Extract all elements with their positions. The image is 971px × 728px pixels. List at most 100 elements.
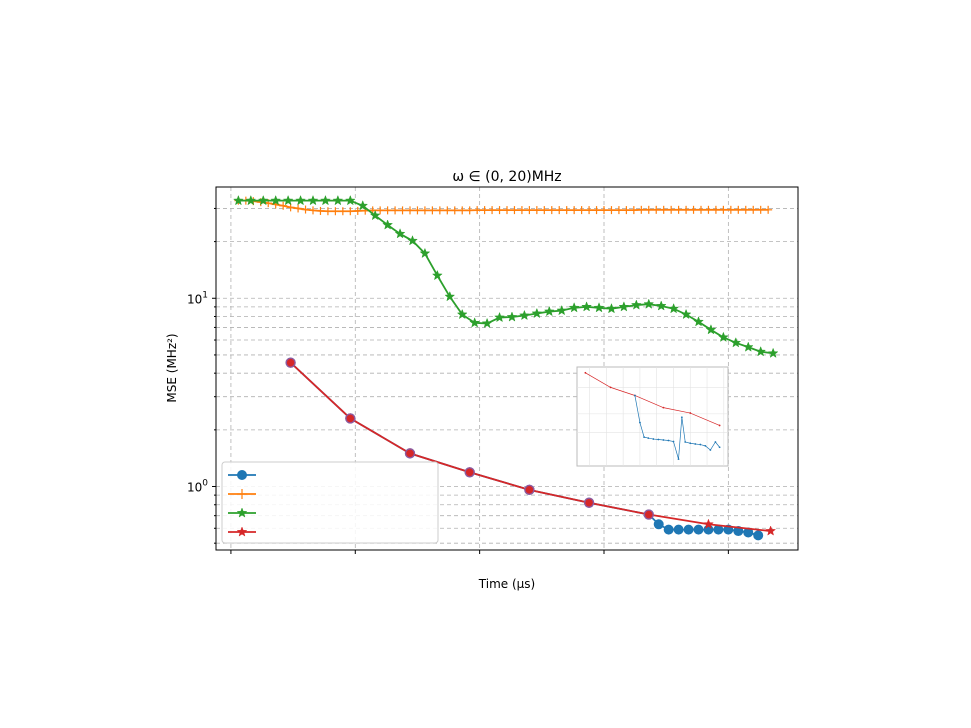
data-point bbox=[236, 507, 248, 518]
data-point bbox=[568, 302, 580, 313]
inset-data-point bbox=[699, 443, 702, 446]
data-point bbox=[618, 301, 630, 312]
data-point bbox=[668, 303, 680, 314]
plot-frame bbox=[215, 186, 799, 551]
data-point bbox=[456, 308, 468, 320]
overlap-point bbox=[464, 467, 475, 478]
inset-data-point bbox=[643, 436, 646, 439]
data-point bbox=[532, 206, 541, 215]
overlap-point bbox=[583, 497, 595, 508]
inset-data-point bbox=[680, 416, 683, 419]
data-point bbox=[711, 205, 720, 214]
data-point bbox=[435, 206, 444, 215]
overlap-points bbox=[285, 357, 654, 520]
data-point bbox=[592, 206, 601, 215]
data-point bbox=[295, 194, 306, 206]
data-point bbox=[749, 205, 758, 214]
data-point bbox=[286, 203, 295, 212]
x-axis-label: Time (μs) bbox=[478, 577, 535, 591]
data-point bbox=[394, 228, 406, 239]
data-point bbox=[629, 206, 638, 215]
data-point bbox=[450, 206, 459, 215]
data-point bbox=[331, 207, 340, 216]
inset-series-line bbox=[585, 372, 720, 426]
data-point bbox=[494, 311, 505, 323]
inset-data-point bbox=[709, 449, 712, 451]
y-tick-exponent: 1 bbox=[202, 290, 208, 300]
data-point bbox=[742, 341, 754, 352]
data-point bbox=[413, 206, 422, 215]
data-point bbox=[420, 206, 429, 215]
data-point bbox=[232, 194, 244, 206]
data-point bbox=[585, 206, 594, 215]
data-point bbox=[301, 205, 310, 214]
series-layer bbox=[232, 194, 779, 541]
inset-data-point bbox=[667, 439, 670, 442]
inset-data-point bbox=[662, 406, 665, 409]
data-point bbox=[473, 206, 482, 215]
data-point bbox=[510, 206, 519, 215]
data-point bbox=[525, 206, 534, 215]
inset-data-point bbox=[639, 421, 641, 424]
data-point bbox=[531, 307, 543, 319]
data-point bbox=[570, 206, 579, 215]
data-point bbox=[316, 206, 325, 215]
data-point bbox=[593, 302, 605, 313]
data-point bbox=[697, 205, 705, 214]
inset-data-point bbox=[689, 412, 692, 414]
data-point bbox=[726, 205, 735, 214]
inset-data-point bbox=[694, 443, 697, 445]
data-point bbox=[518, 309, 530, 321]
overlap-point bbox=[285, 357, 296, 368]
overlap-point bbox=[404, 448, 416, 459]
data-point bbox=[237, 470, 247, 480]
data-point bbox=[465, 206, 474, 215]
inset-data-point bbox=[584, 371, 587, 374]
data-point bbox=[717, 331, 729, 342]
data-point bbox=[734, 205, 743, 214]
inset-data-point bbox=[662, 439, 665, 441]
inset-data-point bbox=[718, 424, 721, 427]
data-point bbox=[346, 207, 355, 216]
data-point bbox=[683, 524, 694, 535]
data-point bbox=[703, 518, 714, 529]
data-point bbox=[307, 194, 319, 206]
data-point bbox=[655, 300, 667, 311]
data-point bbox=[338, 207, 347, 216]
y-tick-exponent: 0 bbox=[202, 479, 208, 489]
data-point bbox=[653, 519, 664, 530]
data-point bbox=[506, 311, 518, 322]
inset-frame bbox=[576, 366, 729, 467]
data-point bbox=[693, 316, 704, 327]
data-point bbox=[614, 206, 623, 215]
data-point bbox=[693, 524, 704, 535]
inset-data-point bbox=[609, 386, 612, 389]
data-point bbox=[680, 308, 692, 320]
data-point bbox=[236, 526, 248, 537]
data-point bbox=[673, 524, 684, 535]
data-point bbox=[756, 205, 765, 214]
data-point bbox=[323, 207, 332, 216]
data-point bbox=[663, 524, 674, 535]
legend-entry bbox=[228, 470, 256, 480]
data-point bbox=[320, 194, 331, 206]
y-tick-label: 101 bbox=[187, 290, 208, 306]
inset-data-point bbox=[672, 440, 675, 443]
data-point bbox=[741, 205, 750, 214]
data-point bbox=[630, 299, 642, 310]
data-point bbox=[556, 304, 568, 316]
axis-ticks: 100 101 bbox=[187, 207, 729, 554]
data-point bbox=[637, 205, 646, 214]
data-point bbox=[674, 205, 683, 214]
data-point bbox=[733, 526, 744, 537]
inset-data-point bbox=[657, 438, 660, 441]
y-tick-label: 100 bbox=[187, 479, 208, 495]
data-point bbox=[407, 235, 418, 246]
data-point bbox=[543, 305, 555, 317]
series-2 bbox=[232, 194, 779, 358]
data-point bbox=[704, 205, 713, 214]
legend-entry bbox=[228, 489, 256, 499]
legend-entry bbox=[228, 526, 256, 537]
legend-entry bbox=[228, 507, 256, 518]
